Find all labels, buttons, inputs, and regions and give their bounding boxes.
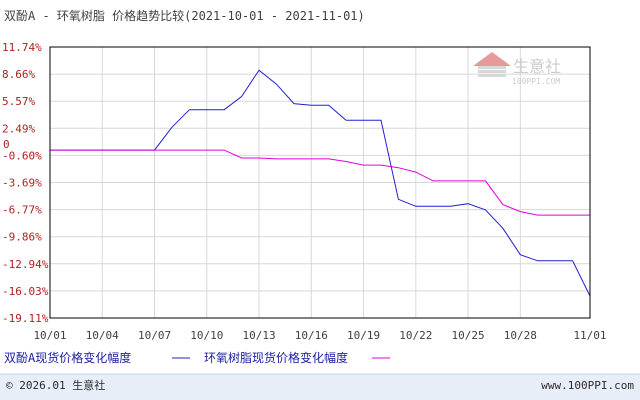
y-axis-ticks: 11.74% 8.66% 5.57% 2.49% -0.60% -3.69% -6.77% -… <box>2 41 49 325</box>
x-tick-label: 10/13 <box>242 329 275 342</box>
watermark-text: 生意社 <box>513 57 561 76</box>
series-line-2 <box>50 149 590 216</box>
y-tick-label: -9.86% <box>2 231 42 244</box>
chart-title: 双酚A - 环氧树脂 价格趋势比较(2021-10-01 - 2021-11-0… <box>4 8 365 23</box>
legend-label-1: 双酚A现货价格变化幅度 <box>4 350 131 365</box>
y-tick-label: -0.60% <box>2 149 42 162</box>
x-tick-label: 10/25 <box>452 329 485 342</box>
legend-item-2: 环氧树脂现货价格变化幅度 <box>204 350 390 365</box>
x-tick-label: 10/01 <box>33 329 66 342</box>
x-tick-label: 11/01 <box>573 329 606 342</box>
footer: © 2026.01 生意社 www.100PPI.com <box>0 373 640 400</box>
footer-bar <box>0 374 640 400</box>
legend-label-2: 环氧树脂现货价格变化幅度 <box>204 350 348 365</box>
series-line-1 <box>50 69 591 297</box>
y-tick-label: 5.57% <box>2 95 35 108</box>
legend-item-1: 双酚A现货价格变化幅度 <box>4 350 190 365</box>
grid-lines <box>49 46 591 319</box>
y-tick-label: 11.74% <box>2 41 42 54</box>
y-tick-label: -12.94% <box>2 258 49 271</box>
x-tick-label: 10/07 <box>138 329 171 342</box>
y-tick-label: -6.77% <box>2 204 42 217</box>
plot-area-border <box>49 46 591 319</box>
y-tick-label: -19.11% <box>2 312 49 325</box>
y-tick-label: -3.69% <box>2 177 42 190</box>
y-tick-label: 8.66% <box>2 68 35 81</box>
watermark-url: 100PPI.COM <box>512 77 560 86</box>
watermark-logo: 生意社 100PPI.COM <box>473 52 561 86</box>
y-tick-label: -16.03% <box>2 285 49 298</box>
x-tick-label: 10/10 <box>190 329 223 342</box>
x-tick-label: 10/19 <box>347 329 380 342</box>
house-icon <box>473 52 511 77</box>
series-lines <box>50 69 591 297</box>
footer-website: www.100PPI.com <box>541 379 634 392</box>
x-tick-label: 10/22 <box>399 329 432 342</box>
zero-axis-label: 0 <box>3 138 10 151</box>
footer-copyright: © 2026.01 生意社 <box>6 378 105 392</box>
y-tick-label: 2.49% <box>2 122 35 135</box>
x-axis-ticks: 10/01 10/04 10/07 10/10 10/13 10/16 10/19 10/22… <box>33 329 606 342</box>
legend: 双酚A现货价格变化幅度 环氧树脂现货价格变化幅度 <box>4 350 390 365</box>
x-tick-label: 10/04 <box>86 329 119 342</box>
x-tick-label: 10/16 <box>295 329 328 342</box>
x-tick-label: 10/28 <box>504 329 537 342</box>
